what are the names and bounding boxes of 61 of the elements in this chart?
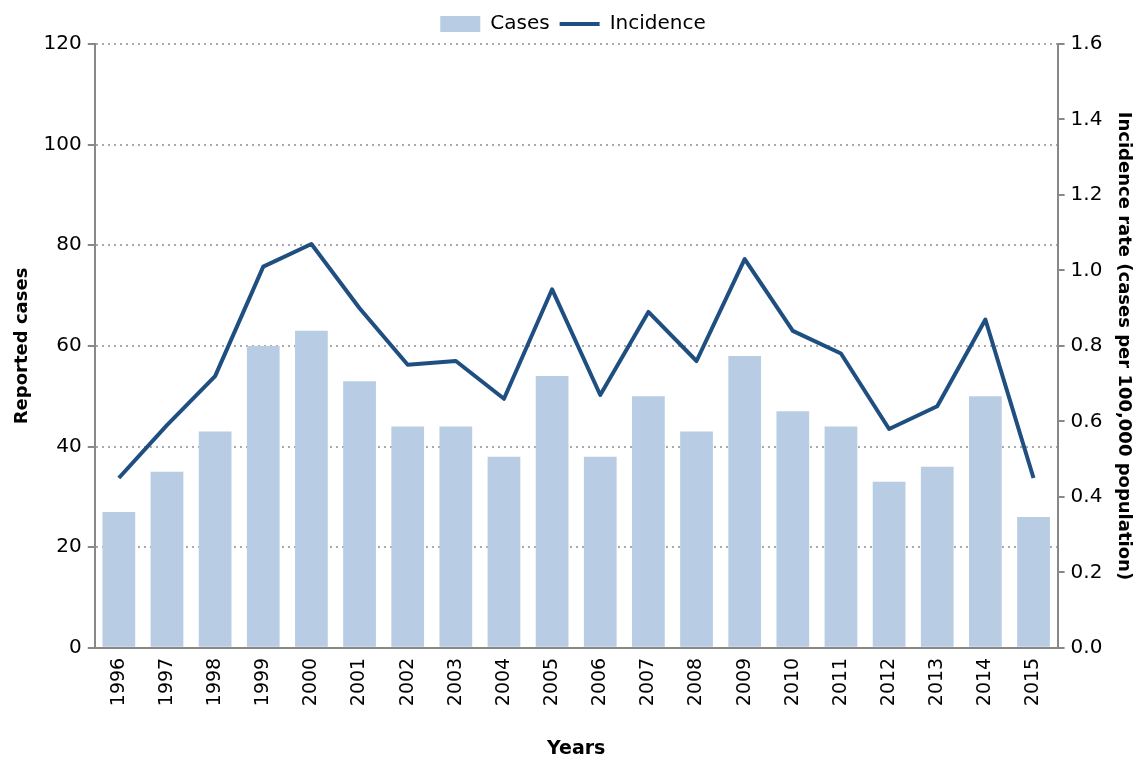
x-tick-label: 2006 [587,657,610,707]
bar [343,381,376,647]
bar [295,330,328,647]
y-tick-label: 20 [56,533,82,558]
y-tick-label: 80 [56,231,82,256]
x-tick-label: 2012 [876,657,899,707]
y-axis-title: Reported cases [10,267,32,425]
bar [824,426,858,647]
x-tick-label: 2003 [442,657,465,707]
bar [920,466,954,647]
bar [102,511,136,647]
x-tick-label: 2001 [346,657,369,707]
x-axis-title: Years [545,735,606,758]
y2-tick-label: 0.2 [1070,558,1103,583]
y2-tick-label: 0.6 [1070,407,1103,432]
bar [439,426,473,647]
legend-label: Incidence [609,10,706,35]
x-tick-label: 1999 [250,657,273,707]
x-tick-label: 2009 [731,657,754,707]
bar [776,411,810,647]
y2-tick-label: 0.4 [1070,483,1103,508]
bar [487,456,521,647]
bar [391,426,425,647]
x-tick-label: 2014 [972,657,995,707]
bar [198,431,232,647]
y2-tick-label: 0.8 [1070,332,1103,357]
y-tick-label: 60 [56,332,82,357]
x-tick-label: 1997 [153,657,176,707]
x-tick-label: 2004 [490,657,513,707]
y-tick-label: 0 [69,634,82,659]
x-tick-label: 2005 [539,657,562,707]
bar [246,345,280,647]
x-tick-label: 2007 [635,657,658,707]
bar [1017,517,1050,647]
x-tick-label: 2013 [924,657,947,707]
bar [632,396,665,647]
y2-tick-label: 0.0 [1070,634,1103,659]
bar [150,471,184,647]
x-tick-label: 2002 [394,657,417,707]
x-tick-label: 2008 [683,657,706,707]
y-tick-label: 40 [56,432,82,457]
x-tick-label: 1998 [202,657,225,707]
x-tick-label: 2000 [298,657,321,707]
bar [872,481,906,647]
y-tick-label: 100 [43,130,82,155]
bar [728,355,762,647]
y-tick-label: 120 [43,30,82,55]
y2-axis-title: Incidence rate (cases per 100,000 population) [1114,111,1136,581]
x-tick-label: 2015 [1020,657,1043,707]
y2-tick-label: 1.6 [1070,30,1103,55]
bar [680,431,713,647]
x-tick-label: 1996 [105,657,128,707]
y2-tick-label: 1.2 [1070,181,1103,206]
bar [535,376,569,647]
bar [969,396,1002,647]
y2-tick-label: 1.0 [1070,256,1103,281]
y2-tick-label: 1.4 [1070,105,1103,130]
x-tick-label: 2011 [827,657,850,707]
legend-label: Cases [490,10,550,35]
x-tick-label: 2010 [779,657,802,707]
bar [583,456,617,647]
